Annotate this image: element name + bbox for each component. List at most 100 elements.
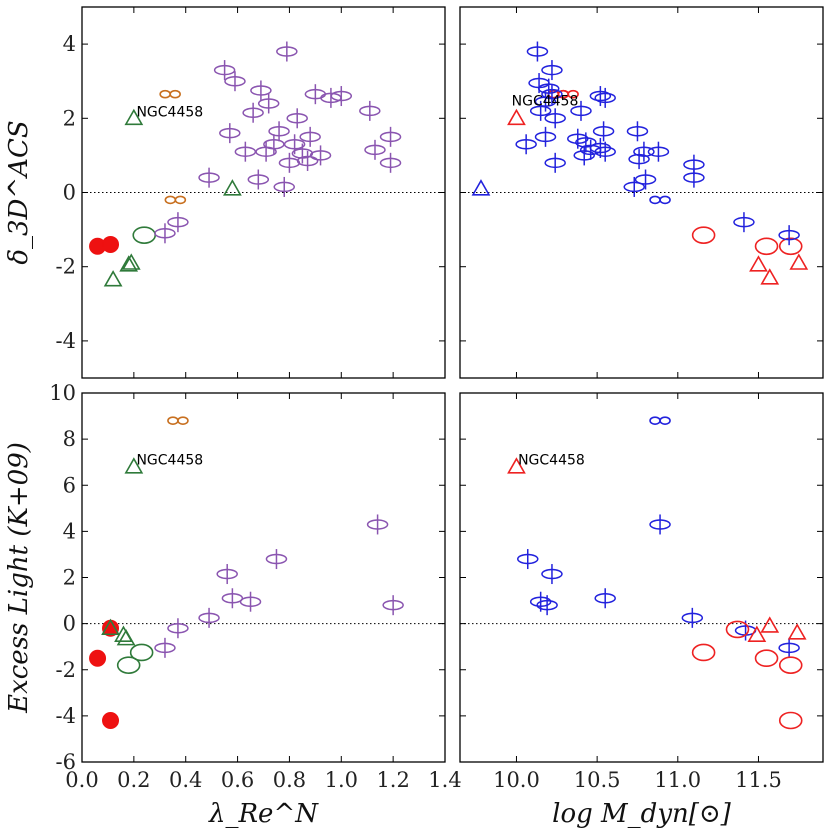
triangle-marker bbox=[124, 108, 144, 126]
data-point bbox=[541, 60, 563, 81]
data-point bbox=[778, 225, 800, 246]
data-point bbox=[789, 253, 809, 270]
y-tick-label: -2 bbox=[56, 255, 76, 279]
data-point bbox=[359, 100, 381, 121]
data-point bbox=[89, 649, 107, 667]
data-point bbox=[778, 237, 803, 256]
y-tick-label: 2 bbox=[63, 106, 76, 130]
infinity-marker-right bbox=[169, 89, 181, 99]
x-tick-label: 1.2 bbox=[376, 768, 409, 792]
data-point bbox=[216, 564, 238, 585]
y-tick-label: -4 bbox=[56, 329, 76, 353]
triangle-marker bbox=[116, 629, 136, 646]
triangle-marker bbox=[787, 623, 807, 640]
data-point bbox=[379, 126, 402, 147]
data-point bbox=[691, 226, 716, 244]
data-point bbox=[573, 145, 595, 166]
infinity-marker-right bbox=[659, 195, 671, 205]
y-tick-label: 4 bbox=[63, 32, 76, 56]
data-point bbox=[691, 643, 716, 662]
data-point bbox=[242, 102, 264, 123]
ellipse-marker bbox=[778, 711, 803, 730]
data-point bbox=[628, 149, 650, 170]
data-point bbox=[749, 255, 768, 272]
data-point bbox=[634, 169, 657, 190]
data-point bbox=[268, 121, 290, 142]
data-point bbox=[121, 253, 141, 270]
data-point bbox=[102, 235, 120, 253]
triangle-marker bbox=[124, 457, 144, 474]
data-point bbox=[647, 141, 670, 162]
data-point bbox=[534, 126, 557, 147]
triangle-marker bbox=[507, 457, 526, 474]
data-point bbox=[747, 625, 767, 642]
triangle-marker bbox=[101, 618, 120, 636]
data-point bbox=[198, 167, 220, 188]
x-tick-label: 11.5 bbox=[735, 768, 782, 792]
y-axis-title: Excess Light (K+09) bbox=[4, 442, 34, 714]
data-point bbox=[649, 514, 671, 535]
y-tick-label: -6 bbox=[56, 750, 76, 774]
data-point bbox=[526, 41, 549, 62]
y-axis-title: δ_3D^ACS bbox=[4, 120, 34, 264]
triangle-marker bbox=[789, 253, 809, 270]
x-axis-title: log M_dyn[⊙] bbox=[552, 799, 732, 829]
data-point bbox=[299, 126, 321, 147]
annotation-ngc4458: NGC4458 bbox=[136, 452, 203, 468]
filled-circle-marker bbox=[89, 649, 107, 667]
data-point bbox=[529, 100, 552, 121]
annotation-ngc4458: NGC4458 bbox=[512, 93, 579, 109]
data-point bbox=[541, 564, 563, 585]
data-point bbox=[154, 637, 176, 658]
data-point bbox=[575, 132, 597, 153]
data-point bbox=[534, 91, 557, 112]
data-point bbox=[570, 100, 592, 121]
data-point bbox=[198, 607, 220, 628]
y-tick-label: -4 bbox=[56, 704, 76, 728]
data-point bbox=[536, 595, 558, 616]
data-point bbox=[247, 169, 270, 190]
y-tick-label: 10 bbox=[49, 381, 76, 405]
x-axis-title: λ_Re^N bbox=[208, 799, 319, 829]
data-point bbox=[116, 629, 136, 646]
triangle-marker bbox=[749, 255, 768, 272]
x-tick-label: 10.0 bbox=[493, 768, 540, 792]
y-tick-label: 8 bbox=[63, 427, 76, 451]
data-point bbox=[592, 121, 615, 142]
data-point bbox=[379, 152, 402, 173]
data-point bbox=[309, 145, 332, 166]
data-point bbox=[778, 711, 803, 730]
ellipse-marker bbox=[691, 226, 716, 244]
x-tick-label: 1.4 bbox=[428, 768, 461, 792]
data-point bbox=[725, 620, 750, 639]
triangle-marker bbox=[471, 179, 491, 196]
data-point bbox=[649, 195, 671, 205]
ellipse-marker bbox=[754, 649, 779, 668]
x-tick-label: 0.4 bbox=[169, 768, 202, 792]
ellipse-marker bbox=[116, 656, 141, 674]
data-point bbox=[589, 86, 612, 107]
x-tick-label: 0.8 bbox=[273, 768, 306, 792]
data-point bbox=[103, 270, 123, 287]
data-point bbox=[517, 549, 539, 570]
data-point bbox=[224, 71, 246, 92]
data-point bbox=[129, 643, 154, 662]
data-point bbox=[778, 656, 803, 674]
ellipse-marker bbox=[778, 237, 803, 256]
triangle-marker bbox=[507, 108, 526, 126]
annotation-ngc4458: NGC4458 bbox=[518, 452, 585, 468]
data-point bbox=[683, 167, 705, 188]
data-point bbox=[733, 212, 755, 233]
data-point bbox=[633, 141, 655, 162]
data-point bbox=[124, 457, 144, 474]
data-point bbox=[213, 60, 236, 81]
triangle-marker bbox=[103, 270, 123, 287]
y-tick-label: 0 bbox=[63, 612, 76, 636]
data-point bbox=[124, 108, 144, 126]
ellipse-marker bbox=[754, 237, 779, 256]
ellipse-marker bbox=[691, 643, 716, 662]
triangle-marker bbox=[760, 616, 780, 633]
